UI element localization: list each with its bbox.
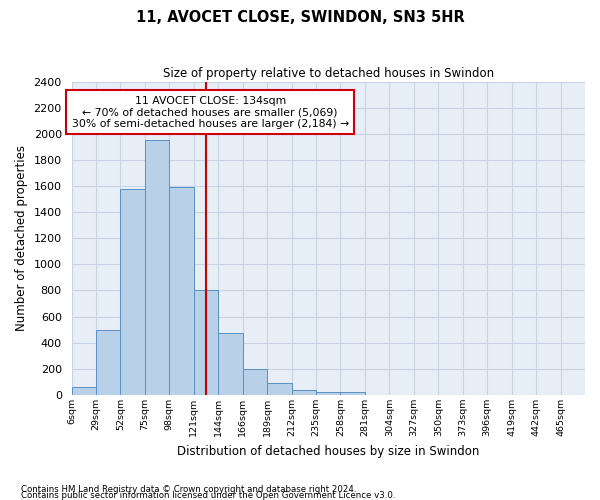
Bar: [242, 370, 267, 395]
Bar: [121, 188, 145, 395]
Bar: [267, 383, 292, 395]
Text: 11, AVOCET CLOSE, SWINDON, SN3 5HR: 11, AVOCET CLOSE, SWINDON, SN3 5HR: [136, 10, 464, 25]
Bar: [218, 333, 242, 395]
Bar: [71, 387, 96, 395]
Text: Contains HM Land Registry data © Crown copyright and database right 2024.: Contains HM Land Registry data © Crown c…: [21, 485, 356, 494]
Bar: [96, 330, 121, 395]
Bar: [145, 140, 169, 395]
Title: Size of property relative to detached houses in Swindon: Size of property relative to detached ho…: [163, 68, 494, 80]
Bar: [316, 392, 340, 395]
Y-axis label: Number of detached properties: Number of detached properties: [15, 146, 28, 332]
Bar: [292, 390, 316, 395]
Text: Contains public sector information licensed under the Open Government Licence v3: Contains public sector information licen…: [21, 490, 395, 500]
X-axis label: Distribution of detached houses by size in Swindon: Distribution of detached houses by size …: [177, 444, 479, 458]
Text: 11 AVOCET CLOSE: 134sqm
← 70% of detached houses are smaller (5,069)
30% of semi: 11 AVOCET CLOSE: 134sqm ← 70% of detache…: [71, 96, 349, 129]
Bar: [340, 392, 365, 395]
Bar: [194, 290, 218, 395]
Bar: [169, 188, 194, 395]
